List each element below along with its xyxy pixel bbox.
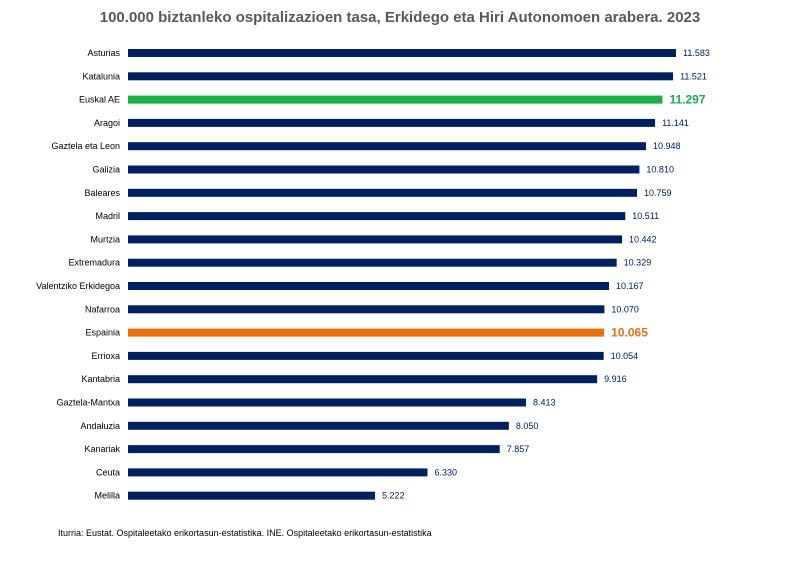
category-label-galizia: Galizia bbox=[92, 165, 120, 175]
bar-nafarroa bbox=[128, 305, 605, 314]
bar-valentziko-erkidegoa bbox=[128, 282, 610, 290]
category-label-madril: Madril bbox=[95, 211, 120, 221]
value-label-valentziko-erkidegoa: 10.167 bbox=[616, 281, 644, 291]
category-label-kantabria: Kantabria bbox=[81, 374, 120, 384]
bar-katalunia bbox=[128, 72, 674, 81]
value-label-asturias: 11.583 bbox=[683, 48, 710, 58]
bar-euskal-ae bbox=[128, 95, 663, 104]
value-label-errioxa: 10.054 bbox=[611, 351, 639, 361]
value-label-kantabria: 9.916 bbox=[604, 374, 627, 384]
value-label-extremadura: 10.329 bbox=[624, 258, 652, 268]
category-label-kanariak: Kanariak bbox=[84, 444, 120, 454]
value-label-kanariak: 7.857 bbox=[507, 444, 530, 454]
value-label-espainia: 10.065 bbox=[611, 326, 648, 340]
chart-title: 100.000 biztanleko ospitalizazioen tasa,… bbox=[99, 9, 701, 26]
value-label-madril: 10.511 bbox=[632, 211, 659, 221]
category-label-errioxa: Errioxa bbox=[91, 351, 120, 361]
category-label-baleares: Baleares bbox=[84, 188, 120, 198]
bar-ceuta bbox=[128, 468, 428, 477]
value-label-melilla: 5.222 bbox=[382, 491, 405, 501]
bar-murtzia bbox=[128, 235, 623, 244]
bar-melilla bbox=[128, 491, 376, 500]
category-label-katalunia: Katalunia bbox=[82, 71, 120, 81]
category-label-extremadura: Extremadura bbox=[68, 258, 120, 268]
value-label-andaluzia: 8.050 bbox=[516, 421, 539, 431]
value-label-aragoi: 11.141 bbox=[662, 118, 689, 128]
category-label-andaluzia: Andaluzia bbox=[80, 421, 120, 431]
bar-extremadura bbox=[128, 258, 617, 267]
category-label-espainia: Espainia bbox=[85, 328, 120, 338]
bar-kanariak bbox=[128, 445, 500, 454]
bar-asturias bbox=[128, 49, 676, 57]
bar-andaluzia bbox=[128, 421, 509, 430]
category-label-murtzia: Murtzia bbox=[90, 234, 120, 244]
value-label-gaztela-eta-leon: 10.948 bbox=[653, 141, 681, 151]
value-label-euskal-ae: 11.297 bbox=[669, 93, 705, 107]
value-label-baleares: 10.759 bbox=[644, 188, 672, 198]
value-label-gaztela-mantxa: 8.413 bbox=[533, 398, 556, 408]
value-label-nafarroa: 10.070 bbox=[611, 304, 639, 314]
bar-madril bbox=[128, 212, 626, 221]
category-label-asturias: Asturias bbox=[87, 48, 120, 58]
bar-espainia bbox=[128, 328, 605, 337]
category-label-euskal-ae: Euskal AE bbox=[79, 95, 120, 105]
bar-kantabria bbox=[128, 375, 598, 384]
category-label-melilla: Melilla bbox=[94, 491, 120, 501]
category-label-aragoi: Aragoi bbox=[94, 118, 120, 128]
bar-errioxa bbox=[128, 351, 604, 360]
bar-galizia bbox=[128, 165, 640, 174]
bar-gaztela-eta-leon bbox=[128, 142, 646, 151]
category-label-gaztela-eta-leon: Gaztela eta Leon bbox=[51, 141, 120, 151]
bar-baleares bbox=[128, 188, 638, 197]
value-label-ceuta: 6.330 bbox=[434, 467, 457, 477]
bar-gaztela-mantxa bbox=[128, 398, 527, 407]
source-note: Iturria: Eustat. Ospitaleetako erikortas… bbox=[58, 528, 432, 538]
category-label-gaztela-mantxa: Gaztela-Mantxa bbox=[56, 398, 120, 408]
value-label-murtzia: 10.442 bbox=[629, 234, 657, 244]
bar-aragoi bbox=[128, 118, 656, 127]
category-label-ceuta: Ceuta bbox=[96, 467, 120, 477]
category-label-valentziko-erkidegoa: Valentziko Erkidegoa bbox=[36, 281, 120, 291]
category-label-nafarroa: Nafarroa bbox=[85, 304, 120, 314]
value-label-galizia: 10.810 bbox=[646, 165, 674, 175]
value-label-katalunia: 11.521 bbox=[680, 71, 707, 81]
